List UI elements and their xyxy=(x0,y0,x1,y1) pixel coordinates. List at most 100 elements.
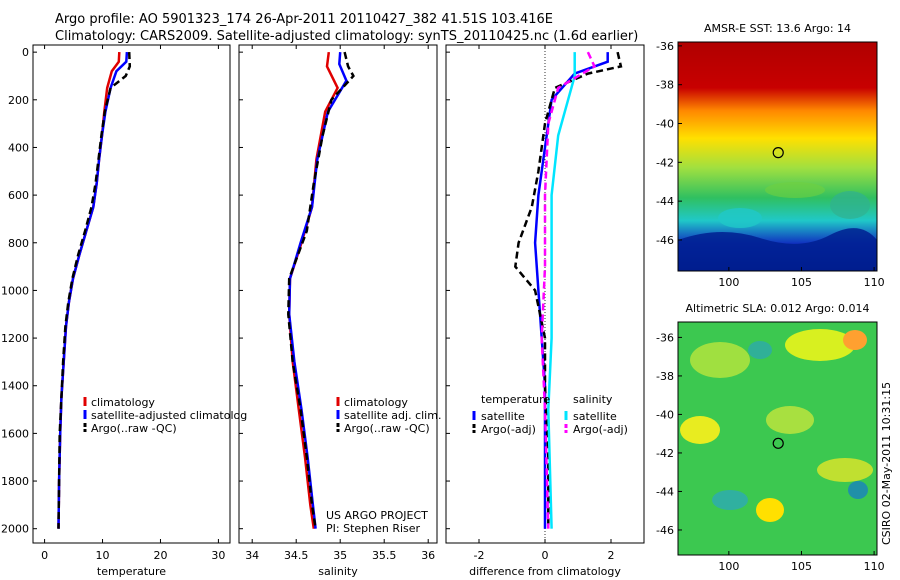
sla-blob xyxy=(756,498,784,522)
x-tick-label: 10 xyxy=(96,549,110,562)
y-tick-label: 1600 xyxy=(1,427,29,440)
legend-label: satellite-adjusted climatolog xyxy=(91,409,247,422)
chart-1: 0 10 20 30 temperature 0 200 400 600 800 1000 1200 1… xyxy=(1,44,247,578)
legend-label: climatology xyxy=(344,396,408,409)
map-title: AMSR-E SST: 13.6 Argo: 14 xyxy=(704,22,851,35)
x-tick-label: 100 xyxy=(718,560,739,573)
legend-label: Argo(..raw -QC) xyxy=(91,422,177,435)
legend-group-title: salinity xyxy=(573,393,613,406)
x-tick-label: 20 xyxy=(153,549,167,562)
plot-frame xyxy=(238,44,438,544)
x-tick-label: 100 xyxy=(718,276,739,289)
x-tick-label: -2 xyxy=(474,549,485,562)
series-line xyxy=(287,51,355,529)
argo-location-marker xyxy=(772,437,784,449)
sla-blob xyxy=(843,330,867,350)
sst-map xyxy=(678,42,877,271)
map-1-axes: AMSR-E SST: 13.6 Argo: 14 100 105 110 -36 -38… xyxy=(656,22,885,289)
x-tick-label: 110 xyxy=(864,276,885,289)
x-tick-label: 110 xyxy=(864,560,885,573)
y-tick-label: -36 xyxy=(656,40,674,53)
series-line xyxy=(513,51,623,529)
sla-blob xyxy=(766,406,814,434)
x-tick-label: 35.5 xyxy=(372,549,397,562)
chart-3: -2 0 2 difference from climatology temperatu… xyxy=(445,44,645,578)
legend-label: climatology xyxy=(91,396,155,409)
y-tick-label: -42 xyxy=(656,156,674,169)
sla-blob xyxy=(712,490,748,510)
sst-eddy xyxy=(830,191,870,219)
sla-blob xyxy=(817,458,873,482)
x-tick-label: 35 xyxy=(333,549,347,562)
y-tick-label: 1200 xyxy=(1,332,29,345)
x-tick-label: 34 xyxy=(245,549,259,562)
legend-label: satellite xyxy=(573,410,617,423)
series-line xyxy=(547,52,576,529)
legend-label: satellite adj. clim. xyxy=(344,409,441,422)
y-tick-label: 200 xyxy=(8,94,29,107)
y-tick-label: -38 xyxy=(656,79,674,92)
sla-blob xyxy=(748,341,772,359)
project-pi: PI: Stephen Riser xyxy=(326,522,421,535)
map-2-axes: Altimetric SLA: 0.012 Argo: 0.014 100 105 1… xyxy=(656,302,885,573)
x-tick-label: 105 xyxy=(791,276,812,289)
plot-frame xyxy=(32,44,231,544)
x-tick-label: 36 xyxy=(421,549,435,562)
series-line xyxy=(57,52,132,529)
y-tick-label: -44 xyxy=(656,195,674,208)
legend-label: Argo(..raw -QC) xyxy=(344,422,430,435)
series-line xyxy=(287,51,340,529)
x-tick-label: 0 xyxy=(41,549,48,562)
y-tick-label: 0 xyxy=(22,46,29,59)
y-tick-label: 400 xyxy=(8,141,29,154)
sla-blob xyxy=(785,329,855,361)
series-line xyxy=(57,52,121,529)
side-stamp: CSIRO 02-May-2011 10:31:15 xyxy=(880,381,893,545)
y-tick-label: 600 xyxy=(8,189,29,202)
x-tick-label: 0 xyxy=(542,549,549,562)
y-tick-label: -40 xyxy=(656,118,674,131)
series-line xyxy=(287,52,348,529)
sla-blob xyxy=(690,342,750,378)
sla-blob xyxy=(848,481,868,499)
y-tick-label: -42 xyxy=(656,447,674,460)
x-tick-label: 2 xyxy=(608,549,615,562)
sst-eddy xyxy=(718,208,762,228)
y-tick-label: 2000 xyxy=(1,523,29,536)
series-line xyxy=(540,51,597,529)
y-tick-label: 800 xyxy=(8,237,29,250)
chart-2: 34 34.5 35 35.5 36 salinity climatologysatelli… xyxy=(238,44,441,578)
legend-group-title: temperature xyxy=(481,393,550,406)
title-line-1: Argo profile: AO 5901323_174 26-Apr-2011… xyxy=(55,12,553,27)
x-tick-label: 34.5 xyxy=(284,549,309,562)
argo-location-marker xyxy=(772,147,784,159)
y-tick-label: -40 xyxy=(656,408,674,421)
sst-cold-band xyxy=(678,228,877,271)
x-axis-label: temperature xyxy=(97,565,166,578)
map-frame xyxy=(677,41,878,272)
map-title: Altimetric SLA: 0.012 Argo: 0.014 xyxy=(685,302,869,315)
map-frame xyxy=(677,321,878,556)
sla-blob xyxy=(680,416,720,444)
title-line-2: Climatology: CARS2009. Satellite-adjuste… xyxy=(55,29,639,44)
y-tick-label: -44 xyxy=(656,485,674,498)
x-tick-label: 105 xyxy=(791,560,812,573)
y-tick-label: 1400 xyxy=(1,380,29,393)
x-tick-label: 30 xyxy=(211,549,225,562)
y-tick-label: 1800 xyxy=(1,475,29,488)
y-tick-label: -38 xyxy=(656,370,674,383)
x-axis-label: salinity xyxy=(318,565,358,578)
y-tick-label: -46 xyxy=(656,524,674,537)
sst-eddy xyxy=(765,182,825,198)
legend-label: Argo(-adj) xyxy=(481,423,536,436)
project-name: US ARGO PROJECT xyxy=(326,509,428,522)
y-tick-label: -36 xyxy=(656,331,674,344)
y-tick-label: 1000 xyxy=(1,284,29,297)
y-tick-label: -46 xyxy=(656,234,674,247)
legend-label: satellite xyxy=(481,410,525,423)
x-axis-label: difference from climatology xyxy=(469,565,621,578)
legend-label: Argo(-adj) xyxy=(573,423,628,436)
series-line xyxy=(57,52,129,529)
